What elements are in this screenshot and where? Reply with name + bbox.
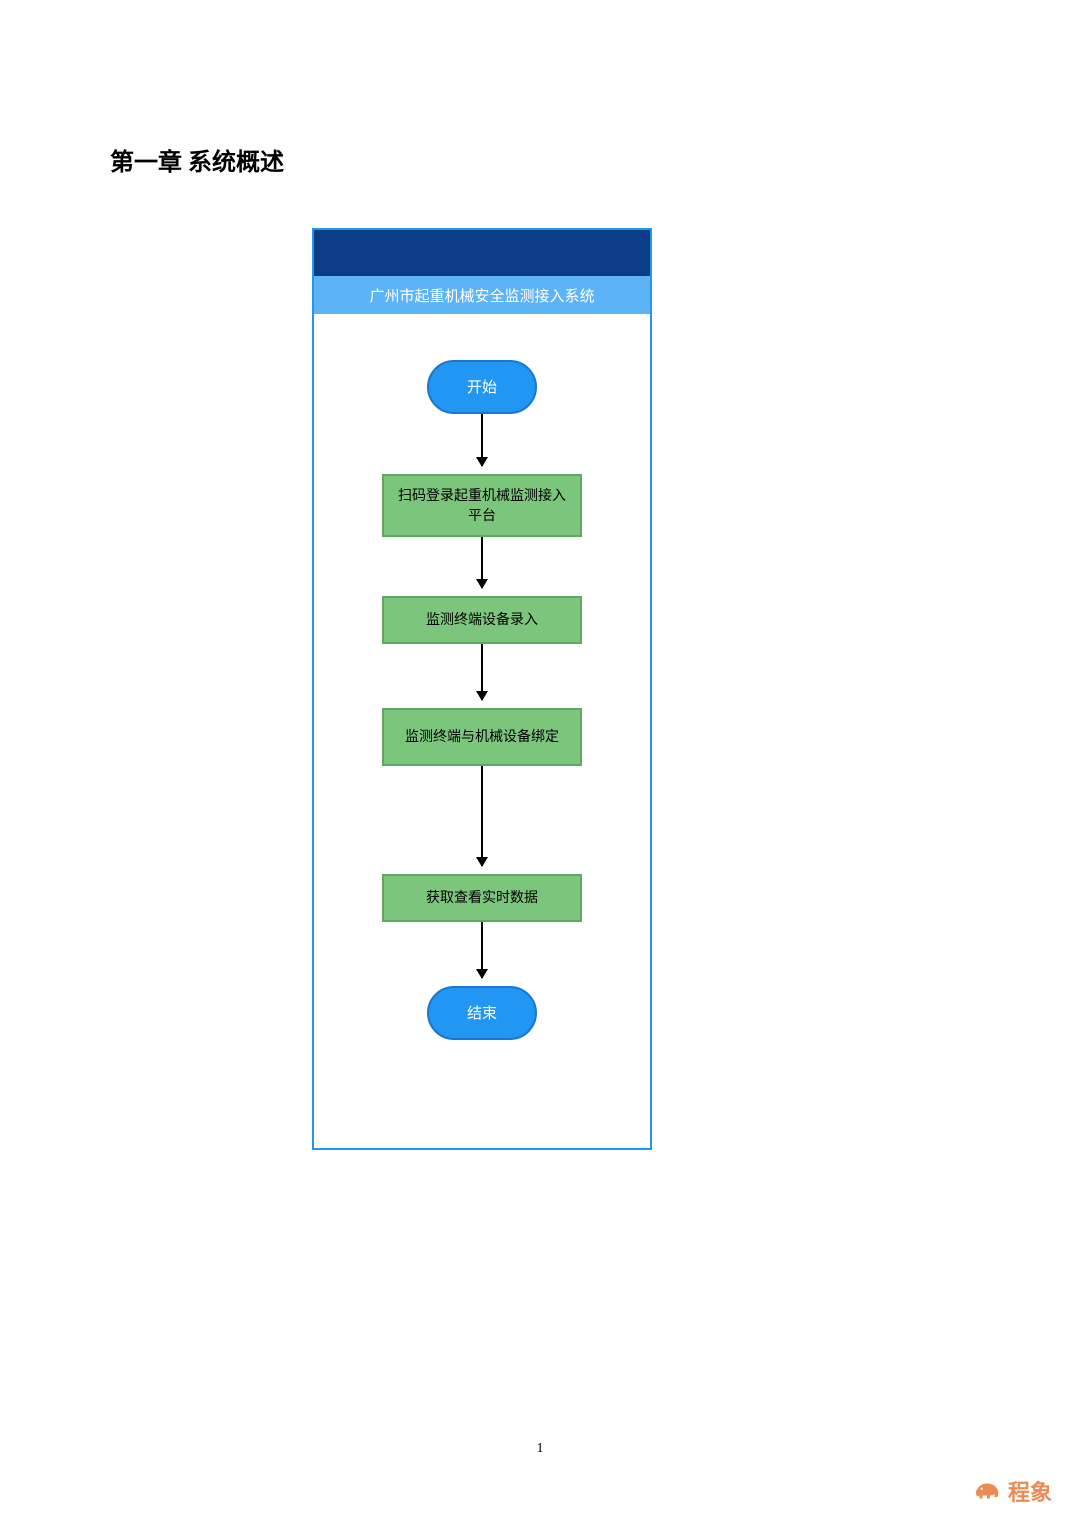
flowchart-container: 广州市起重机械安全监测接入系统 开始扫码登录起重机械监测接入平台监测终端设备录入… <box>312 228 652 1150</box>
node-step4: 获取查看实时数据 <box>382 874 582 922</box>
watermark-text: 程象 <box>1008 1475 1052 1507</box>
arrow-step2-step3 <box>481 644 483 700</box>
node-start: 开始 <box>427 360 537 414</box>
watermark: 程象 <box>972 1475 1052 1507</box>
node-end: 结束 <box>427 986 537 1040</box>
flowchart-header-dark <box>314 230 650 276</box>
chapter-title: 第一章 系统概述 <box>110 142 284 177</box>
arrow-step3-step4 <box>481 766 483 866</box>
flowchart-title: 广州市起重机械安全监测接入系统 <box>369 285 594 306</box>
flowchart-body: 开始扫码登录起重机械监测接入平台监测终端设备录入监测终端与机械设备绑定获取查看实… <box>314 314 650 1148</box>
arrow-start-step1 <box>481 414 483 466</box>
flowchart-header-light: 广州市起重机械安全监测接入系统 <box>314 276 650 314</box>
arrow-step4-end <box>481 922 483 978</box>
page-number: 1 <box>537 1441 544 1457</box>
elephant-icon <box>972 1480 1002 1502</box>
node-step3: 监测终端与机械设备绑定 <box>382 708 582 766</box>
node-step1: 扫码登录起重机械监测接入平台 <box>382 474 582 537</box>
arrow-step1-step2 <box>481 532 483 588</box>
node-step2: 监测终端设备录入 <box>382 596 582 644</box>
